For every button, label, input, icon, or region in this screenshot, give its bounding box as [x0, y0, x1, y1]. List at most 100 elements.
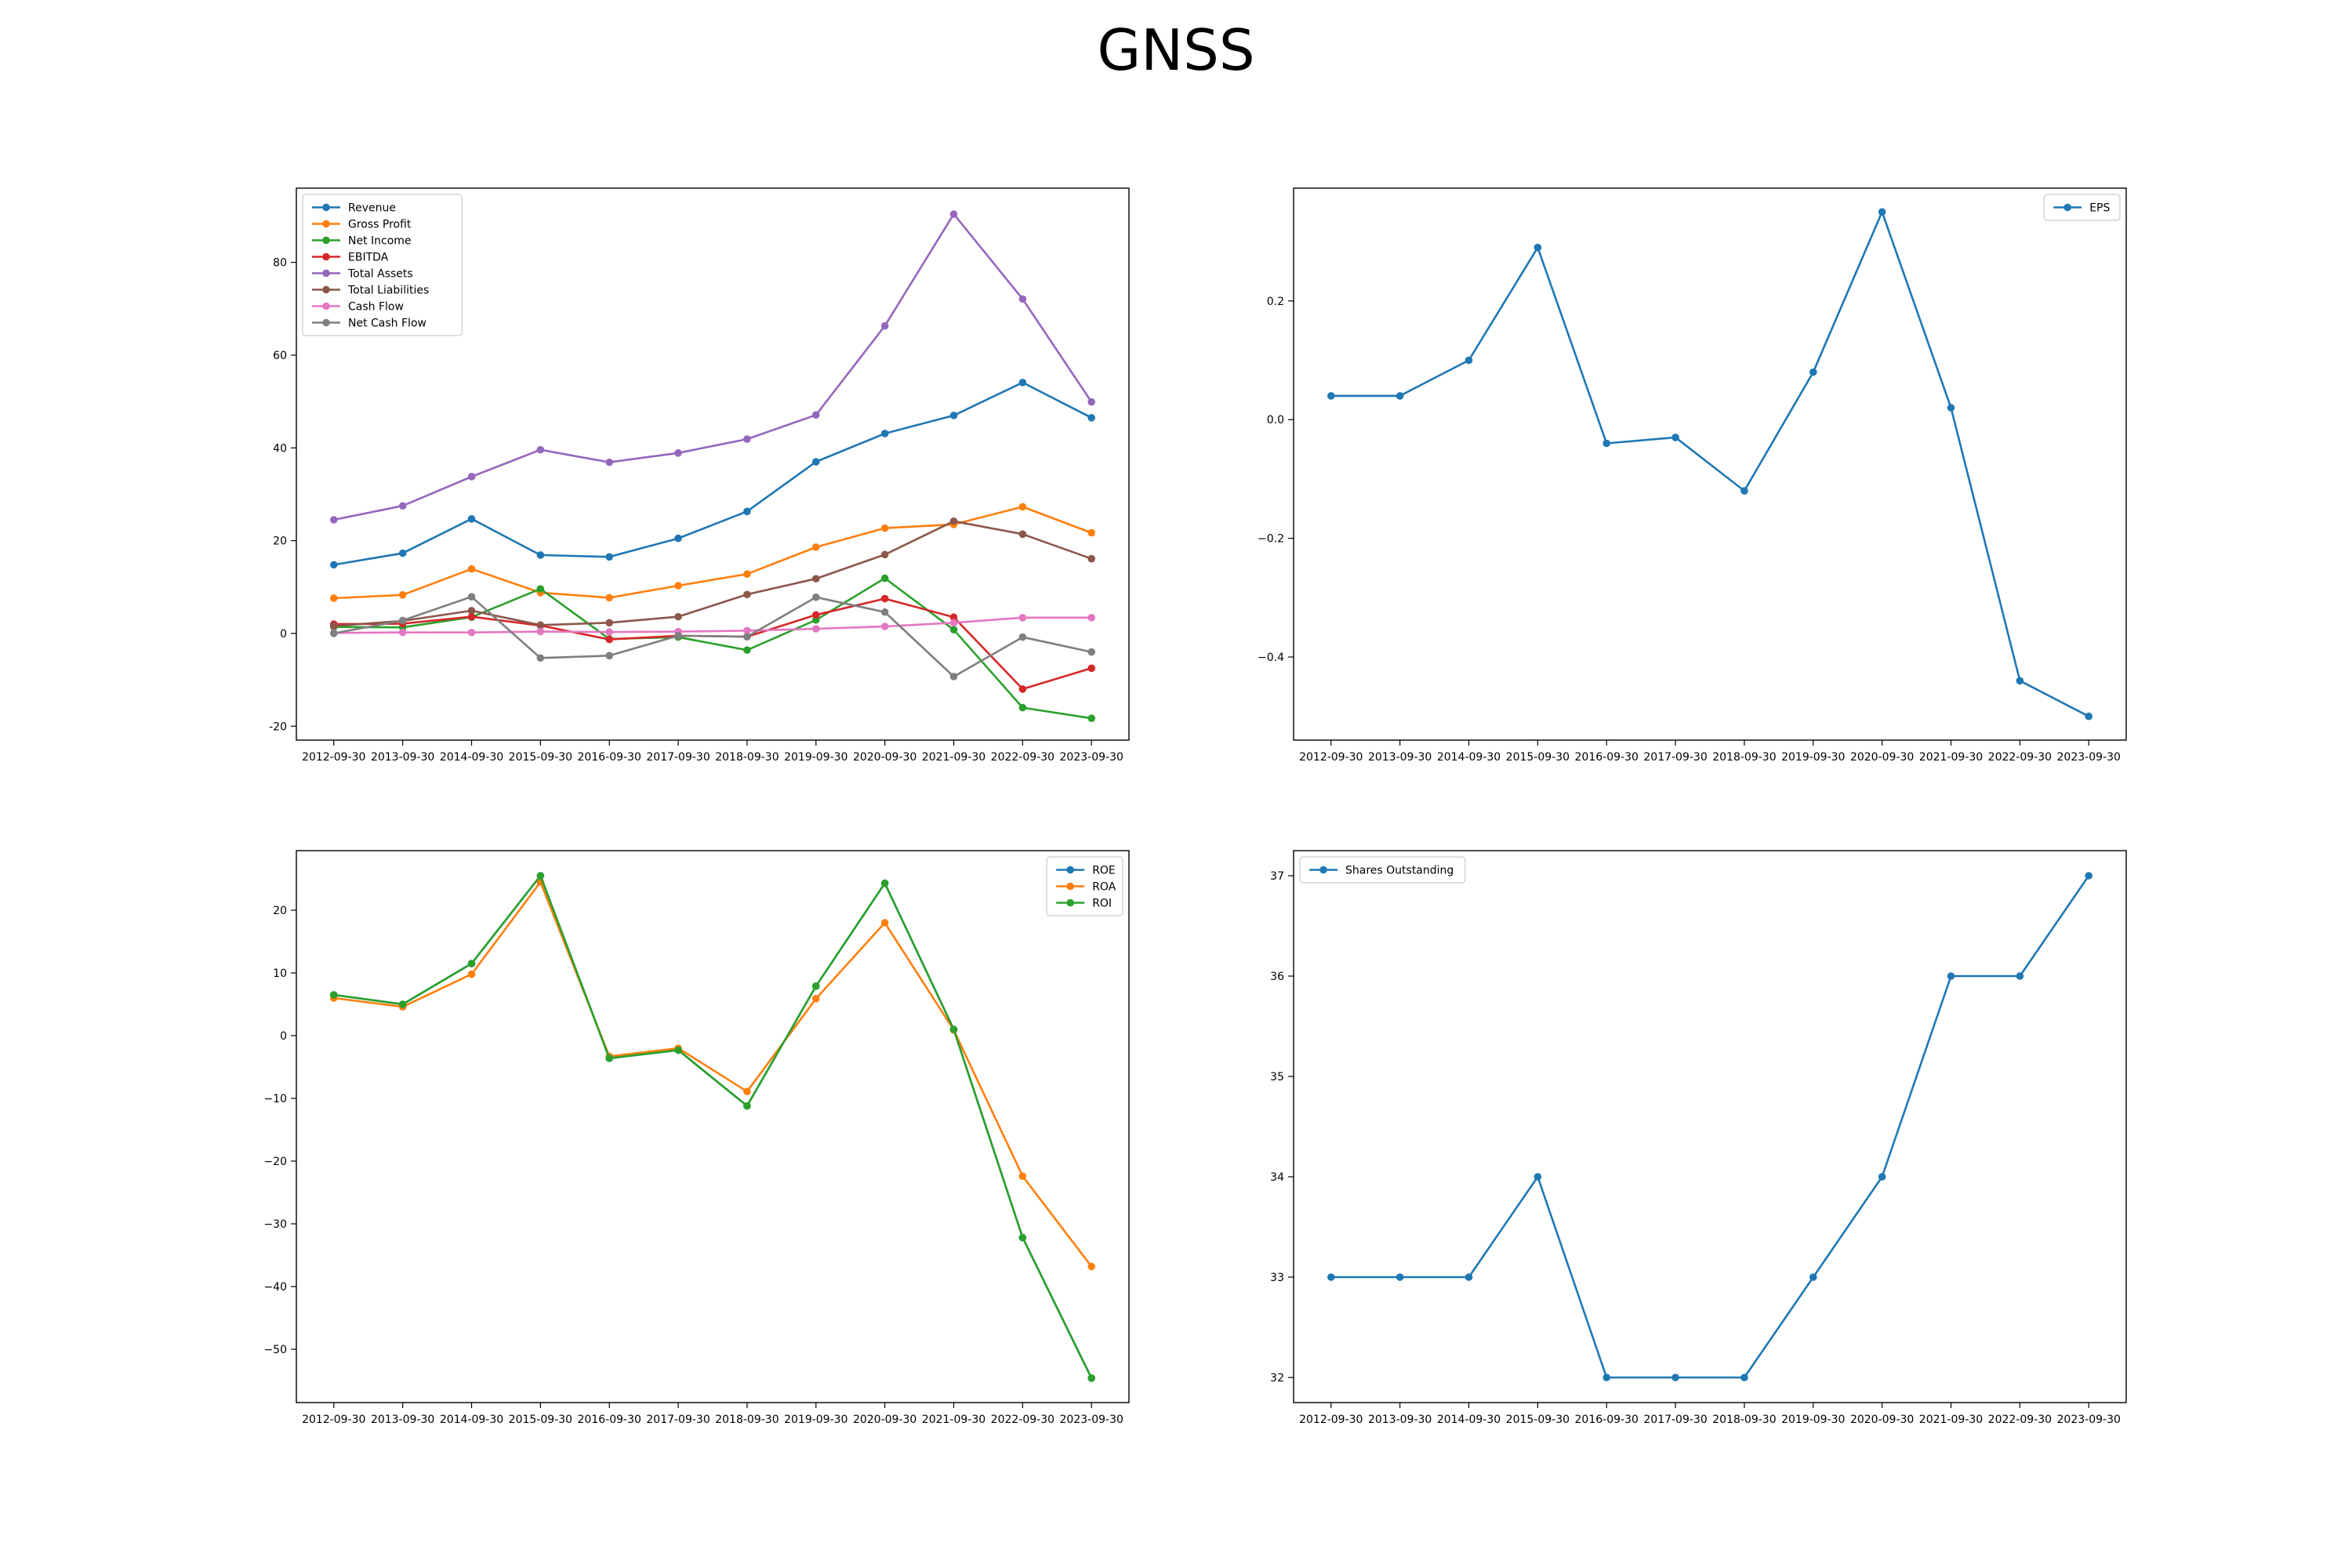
- x-tick-label: 2021-09-30: [922, 1414, 985, 1426]
- y-tick-label: 20: [273, 905, 287, 917]
- data-point-cash-flow: [536, 627, 545, 636]
- series-line-roa: [333, 880, 1093, 1268]
- data-point-revenue: [1018, 379, 1027, 387]
- legend-marker: [1066, 866, 1074, 874]
- data-point-net-cash-flow: [949, 673, 958, 681]
- data-point-total-assets: [1087, 397, 1096, 406]
- data-point-revenue: [811, 458, 820, 466]
- data-point-roa: [880, 919, 889, 927]
- legend-box: [2043, 194, 2121, 221]
- x-tick-label: 2016-09-30: [578, 1414, 641, 1426]
- x-tick-label: 2014-09-30: [440, 1414, 503, 1426]
- series-cash-flow: [329, 614, 1096, 637]
- legend-marker: [322, 220, 330, 228]
- legend-entry: Revenue: [348, 202, 396, 215]
- data-point-cash-flow: [743, 626, 751, 635]
- x-tick-label: 2017-09-30: [1643, 751, 1707, 764]
- data-point-roa: [467, 970, 476, 978]
- x-tick-label: 2012-09-30: [1299, 751, 1363, 764]
- data-point-eps: [1396, 392, 1404, 400]
- data-point-roa: [1087, 1262, 1096, 1271]
- data-point-gross-profit: [674, 582, 682, 590]
- legend: ROE ROA ROI: [1046, 856, 1123, 916]
- legend-marker: [322, 252, 330, 261]
- legend-marker: [2063, 203, 2071, 212]
- data-point-roi: [674, 1046, 682, 1054]
- data-point-total-assets: [811, 411, 820, 419]
- data-point-total-liabilities: [467, 607, 476, 615]
- data-point-shares-outstanding: [1327, 1273, 1335, 1281]
- data-point-net-cash-flow: [674, 632, 682, 640]
- legend-entry: Total Assets: [347, 268, 413, 281]
- data-point-net-income: [880, 574, 889, 583]
- legend-entry: Net Income: [348, 235, 412, 248]
- x-tick-label: 2014-09-30: [1437, 1414, 1501, 1426]
- data-point-ebitda: [605, 635, 614, 644]
- x-tick-label: 2017-09-30: [646, 751, 710, 764]
- series-revenue: [329, 379, 1096, 569]
- legend-entry: Net Cash Flow: [348, 318, 426, 330]
- data-point-gross-profit: [1018, 503, 1027, 511]
- data-point-net-cash-flow: [467, 593, 476, 601]
- x-tick-label: 2018-09-30: [1712, 751, 1776, 764]
- y-tick-label: −50: [263, 1344, 287, 1356]
- data-point-revenue: [605, 553, 614, 561]
- data-point-total-assets: [674, 449, 682, 457]
- series-line-net-cash-flow: [333, 595, 1092, 678]
- data-point-eps: [1602, 439, 1611, 448]
- data-point-gross-profit: [880, 524, 889, 532]
- legend-entry: Total Liabilities: [347, 285, 429, 297]
- y-tick-label: 0: [280, 628, 287, 641]
- data-point-net-income: [1018, 703, 1027, 712]
- legend-box: [302, 194, 463, 336]
- data-point-total-liabilities: [743, 590, 751, 599]
- series-line-total-assets: [333, 212, 1093, 521]
- series-line-cash-flow: [333, 616, 1092, 634]
- data-point-gross-profit: [1087, 528, 1096, 537]
- data-point-revenue: [329, 561, 338, 569]
- data-point-gross-profit: [467, 564, 476, 573]
- x-tick-label: 2018-09-30: [715, 751, 779, 764]
- x-tick-label: 2014-09-30: [440, 751, 503, 764]
- y-tick-label: 20: [273, 535, 287, 548]
- data-point-net-cash-flow: [1087, 648, 1096, 656]
- x-tick-label: 2020-09-30: [853, 1414, 916, 1426]
- series-roi: [329, 872, 1096, 1382]
- data-point-cash-flow: [811, 625, 820, 633]
- data-point-gross-profit: [329, 594, 338, 602]
- data-point-cash-flow: [605, 628, 614, 636]
- data-point-total-assets: [1018, 295, 1027, 303]
- x-tick-label: 2019-09-30: [1781, 1414, 1845, 1426]
- data-point-total-liabilities: [605, 619, 614, 627]
- y-tick-label: −20: [263, 1156, 287, 1168]
- y-tick-label: 33: [1270, 1272, 1284, 1284]
- data-point-gross-profit: [811, 543, 820, 551]
- series-line-roi: [333, 874, 1093, 1379]
- y-tick-label: 35: [1270, 1071, 1284, 1083]
- x-tick-label: 2020-09-30: [853, 751, 916, 764]
- data-point-total-liabilities: [329, 622, 338, 630]
- x-tick-label: 2013-09-30: [371, 1414, 434, 1426]
- y-tick-label: 0: [280, 1030, 287, 1043]
- x-tick-label: 2021-09-30: [922, 751, 985, 764]
- data-point-eps: [1947, 404, 1955, 412]
- data-point-eps: [1878, 208, 1886, 216]
- x-tick-label: 2014-09-30: [1437, 751, 1501, 764]
- data-point-net-income: [1087, 714, 1096, 722]
- series-line-gross-profit: [333, 506, 1092, 600]
- legend-box: [1299, 856, 1466, 884]
- legend-entry: Shares Outstanding: [1345, 865, 1454, 877]
- plot-frame: [296, 187, 1130, 741]
- y-tick-label: 10: [273, 967, 287, 980]
- data-point-net-cash-flow: [743, 633, 751, 641]
- data-point-roi: [605, 1054, 614, 1062]
- data-point-revenue: [880, 430, 889, 437]
- data-point-total-liabilities: [811, 575, 820, 583]
- data-point-roi: [949, 1025, 958, 1033]
- x-tick-label: 2023-09-30: [1060, 751, 1123, 764]
- x-tick-label: 2022-09-30: [991, 1414, 1054, 1426]
- data-point-eps: [2016, 677, 2024, 685]
- data-point-shares-outstanding: [1878, 1173, 1886, 1181]
- chart-returns: 2012-09-30 2013-09-30 2014-09-30 2015-09-30…: [263, 850, 1130, 1426]
